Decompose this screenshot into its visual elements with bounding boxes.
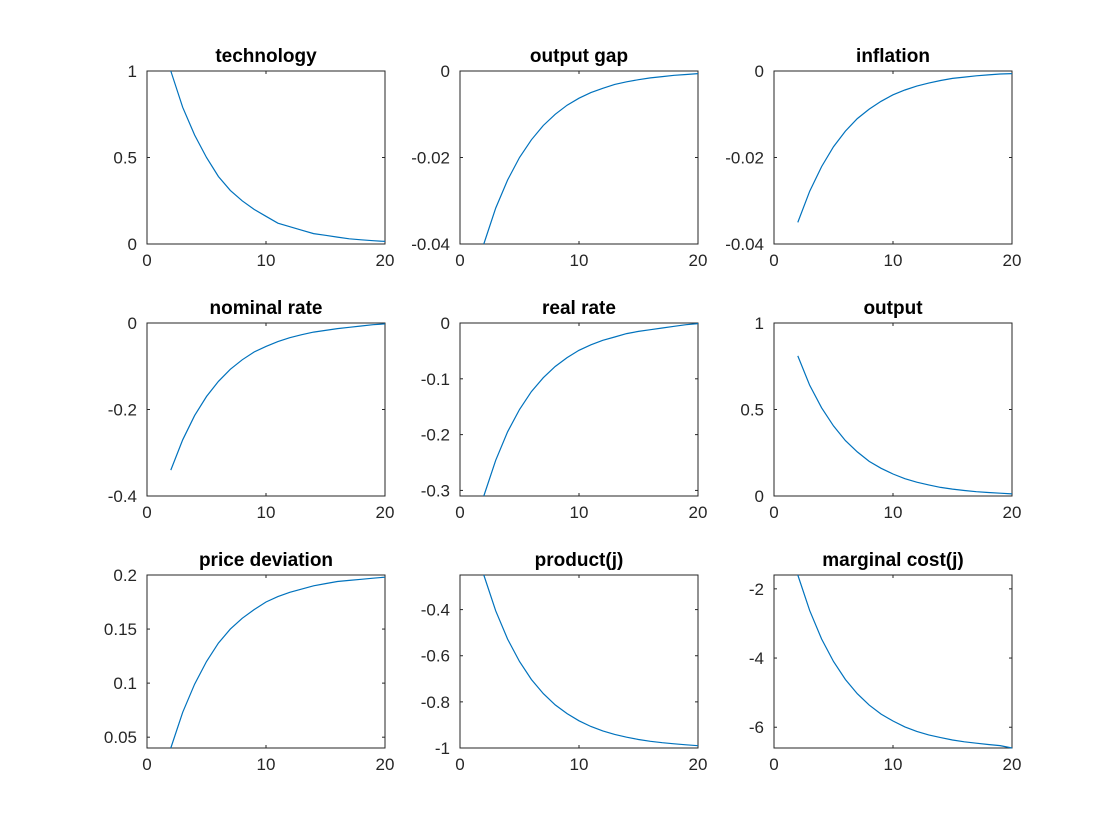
y-tick-label: -4	[749, 649, 764, 668]
series-line	[170, 323, 386, 471]
series-line	[483, 574, 699, 747]
y-tick-label: -0.3	[421, 481, 450, 500]
y-tick-label: 0	[755, 487, 764, 506]
y-tick-label: 0.5	[740, 401, 764, 420]
y-tick-label: 0.2	[113, 566, 137, 585]
plot-area	[459, 70, 699, 245]
x-tick-label: 20	[1003, 251, 1022, 270]
x-tick-label: 0	[142, 755, 151, 774]
series-line	[797, 73, 1013, 223]
y-tick-label: 0	[441, 62, 450, 81]
x-tick-label: 0	[769, 755, 778, 774]
y-tick-label: -0.04	[411, 235, 450, 254]
plot-area	[459, 322, 699, 497]
plot-title: technology	[215, 46, 317, 67]
y-tick-label: -0.8	[421, 693, 450, 712]
x-tick-label: 10	[884, 755, 903, 774]
y-tick-label: -0.4	[108, 487, 137, 506]
x-tick-label: 0	[769, 503, 778, 522]
x-tick-label: 10	[570, 755, 589, 774]
x-tick-label: 20	[689, 251, 708, 270]
subplot-9: 0 10 20 -6 -4 -2 marginal cost(j)	[749, 550, 1022, 774]
y-tick-label: -0.2	[108, 401, 137, 420]
series-line	[170, 576, 386, 749]
y-tick-label: 0.5	[113, 149, 137, 168]
y-tick-label: -0.2	[421, 426, 450, 445]
subplot-1: 0 10 20 0 0.5 1 technology	[113, 46, 394, 270]
plot-area	[459, 574, 699, 749]
series-line	[483, 323, 699, 497]
plot-area	[773, 70, 1013, 245]
subplot-6: 0 10 20 0 0.5 1 output	[740, 298, 1021, 522]
x-tick-label: 10	[570, 251, 589, 270]
plot-title: product(j)	[535, 550, 624, 571]
x-tick-label: 20	[689, 755, 708, 774]
y-tick-label: -0.6	[421, 647, 450, 666]
x-tick-label: 0	[455, 755, 464, 774]
plot-title: nominal rate	[210, 298, 323, 319]
y-tick-label: -0.02	[411, 149, 450, 168]
x-tick-label: 10	[884, 251, 903, 270]
plot-area	[773, 322, 1013, 497]
y-tick-label: 0	[128, 314, 137, 333]
plot-title: real rate	[542, 298, 616, 319]
plot-title: price deviation	[199, 550, 333, 571]
subplot-2: 0 10 20 -0.04 -0.02 0 output gap	[411, 46, 707, 270]
plot-area	[146, 70, 386, 245]
y-tick-label: 0.15	[104, 620, 137, 639]
x-tick-label: 0	[455, 251, 464, 270]
y-tick-label: -0.02	[725, 149, 764, 168]
plot-title: output gap	[530, 46, 628, 67]
y-tick-label: 0	[441, 314, 450, 333]
x-tick-label: 10	[257, 755, 276, 774]
plot-title: marginal cost(j)	[822, 550, 963, 571]
y-tick-label: 0	[755, 62, 764, 81]
y-tick-label: 1	[128, 62, 137, 81]
x-tick-label: 0	[455, 503, 464, 522]
plot-area	[146, 574, 386, 749]
y-tick-label: -0.4	[421, 601, 450, 620]
x-tick-label: 20	[689, 503, 708, 522]
y-tick-label: 0.05	[104, 728, 137, 747]
series-line	[170, 70, 386, 242]
x-tick-label: 10	[257, 503, 276, 522]
x-tick-label: 20	[376, 503, 395, 522]
y-tick-label: -0.04	[725, 235, 764, 254]
x-tick-label: 10	[257, 251, 276, 270]
x-tick-label: 10	[570, 503, 589, 522]
y-tick-label: 1	[755, 314, 764, 333]
plot-area	[773, 574, 1013, 749]
y-tick-label: -2	[749, 580, 764, 599]
x-tick-label: 20	[376, 755, 395, 774]
plot-title: inflation	[856, 46, 930, 67]
y-tick-label: 0.1	[113, 674, 137, 693]
subplot-7: 0 10 20 0.05 0.1 0.15 0.2 price deviation	[104, 550, 395, 774]
subplot-8: 0 10 20 -1 -0.8 -0.6 -0.4 product(j)	[421, 550, 708, 774]
series-line	[797, 355, 1013, 495]
x-tick-label: 20	[1003, 755, 1022, 774]
y-tick-label: 0	[128, 235, 137, 254]
x-tick-label: 20	[1003, 503, 1022, 522]
y-tick-label: -1	[435, 739, 450, 758]
x-tick-label: 0	[769, 251, 778, 270]
x-tick-label: 0	[142, 503, 151, 522]
x-tick-label: 0	[142, 251, 151, 270]
x-tick-label: 10	[884, 503, 903, 522]
plot-area	[146, 322, 386, 497]
subplot-3: 0 10 20 -0.04 -0.02 0 inflation	[725, 46, 1021, 270]
subplot-4: 0 10 20 -0.4 -0.2 0 nominal rate	[108, 298, 395, 522]
x-tick-label: 20	[376, 251, 395, 270]
y-tick-label: -6	[749, 718, 764, 737]
series-line	[483, 73, 699, 245]
plot-title: output	[863, 298, 923, 319]
subplot-5: 0 10 20 -0.3 -0.2 -0.1 0 real rate	[421, 298, 708, 522]
y-tick-label: -0.1	[421, 370, 450, 389]
series-line	[797, 574, 1013, 749]
